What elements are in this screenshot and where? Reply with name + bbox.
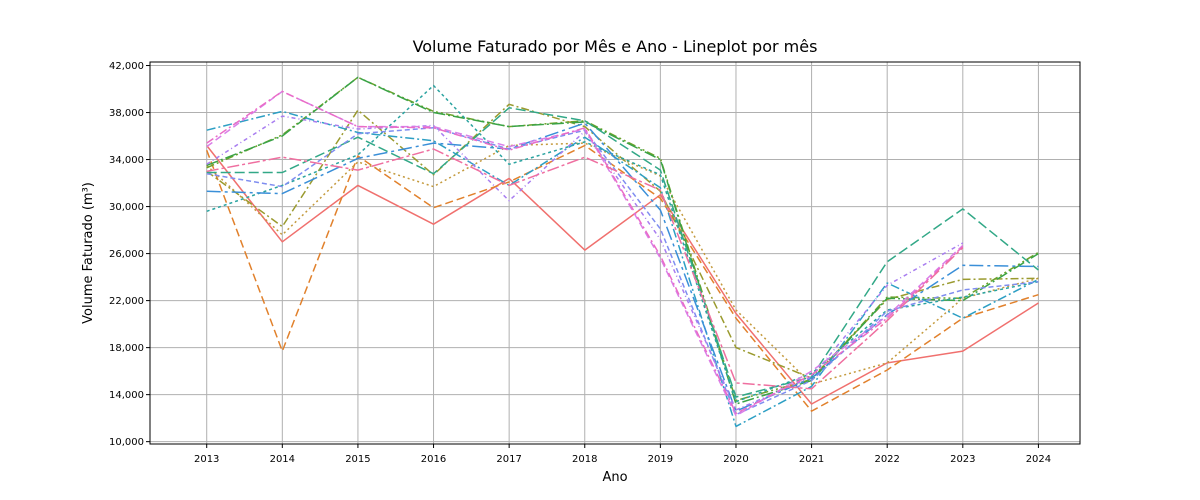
series-line — [206, 76, 1039, 405]
x-tick-label: 2021 — [799, 454, 824, 465]
x-tick-label: 2019 — [648, 454, 673, 465]
series-layer — [205, 76, 1039, 428]
y-tick-label: 38,000 — [109, 108, 144, 119]
x-tick-label: 2018 — [572, 454, 597, 465]
y-tick-label: 26,000 — [109, 249, 144, 260]
series-line — [206, 148, 964, 390]
grid-lines — [150, 62, 1080, 444]
series-line — [206, 90, 964, 415]
x-tick-label: 2014 — [270, 454, 295, 465]
y-tick-label: 18,000 — [109, 343, 144, 354]
y-tick-label: 42,000 — [109, 61, 144, 72]
y-tick-label: 30,000 — [109, 202, 144, 213]
x-tick-label: 2016 — [421, 454, 446, 465]
x-axis: 2013 2014 2015 2016 2017 2018 2019 2020 2021 2022… — [194, 444, 1051, 465]
y-tick-label: 34,000 — [109, 155, 144, 166]
series-line — [206, 110, 1039, 428]
x-tick-label: 2015 — [345, 454, 370, 465]
x-tick-label: 2022 — [874, 454, 899, 465]
y-tick-label: 14,000 — [109, 390, 144, 401]
plot-area-frame — [149, 61, 1081, 445]
x-tick-label: 2024 — [1026, 454, 1051, 465]
x-axis-label: Ano — [602, 470, 627, 485]
x-tick-label: 2023 — [950, 454, 975, 465]
y-axis-label: Volume Faturado (m³) — [81, 182, 96, 324]
series-line — [205, 144, 1039, 412]
y-axis: 10,000 14,000 18,000 22,000 26,000 30,000 34,0… — [109, 61, 150, 448]
y-tick-label: 22,000 — [109, 296, 144, 307]
series-line — [206, 115, 964, 411]
chart-title: Volume Faturado por Mês e Ano - Lineplot… — [413, 37, 818, 56]
y-tick-label: 10,000 — [109, 437, 144, 448]
x-tick-label: 2013 — [194, 454, 219, 465]
x-tick-label: 2017 — [496, 454, 521, 465]
x-tick-label: 2020 — [723, 454, 748, 465]
